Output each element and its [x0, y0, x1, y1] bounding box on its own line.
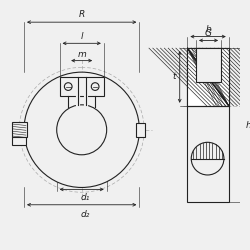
Text: d₂: d₂	[81, 210, 90, 218]
Text: m: m	[77, 50, 86, 59]
Text: l: l	[80, 32, 83, 42]
Bar	[60, 77, 104, 96]
Circle shape	[64, 83, 72, 90]
Text: G: G	[205, 28, 212, 38]
Circle shape	[57, 105, 107, 155]
Text: b: b	[205, 25, 211, 34]
Bar	[12, 122, 27, 138]
Text: h: h	[246, 120, 250, 130]
Circle shape	[91, 83, 99, 90]
Circle shape	[191, 142, 224, 175]
Bar	[12, 138, 26, 145]
Text: R: R	[78, 10, 85, 19]
Bar	[188, 48, 229, 106]
Circle shape	[24, 72, 139, 188]
Bar	[196, 48, 221, 82]
Bar	[188, 48, 229, 202]
Text: d₁: d₁	[81, 193, 90, 202]
Text: t: t	[172, 72, 176, 82]
Bar	[136, 123, 145, 136]
